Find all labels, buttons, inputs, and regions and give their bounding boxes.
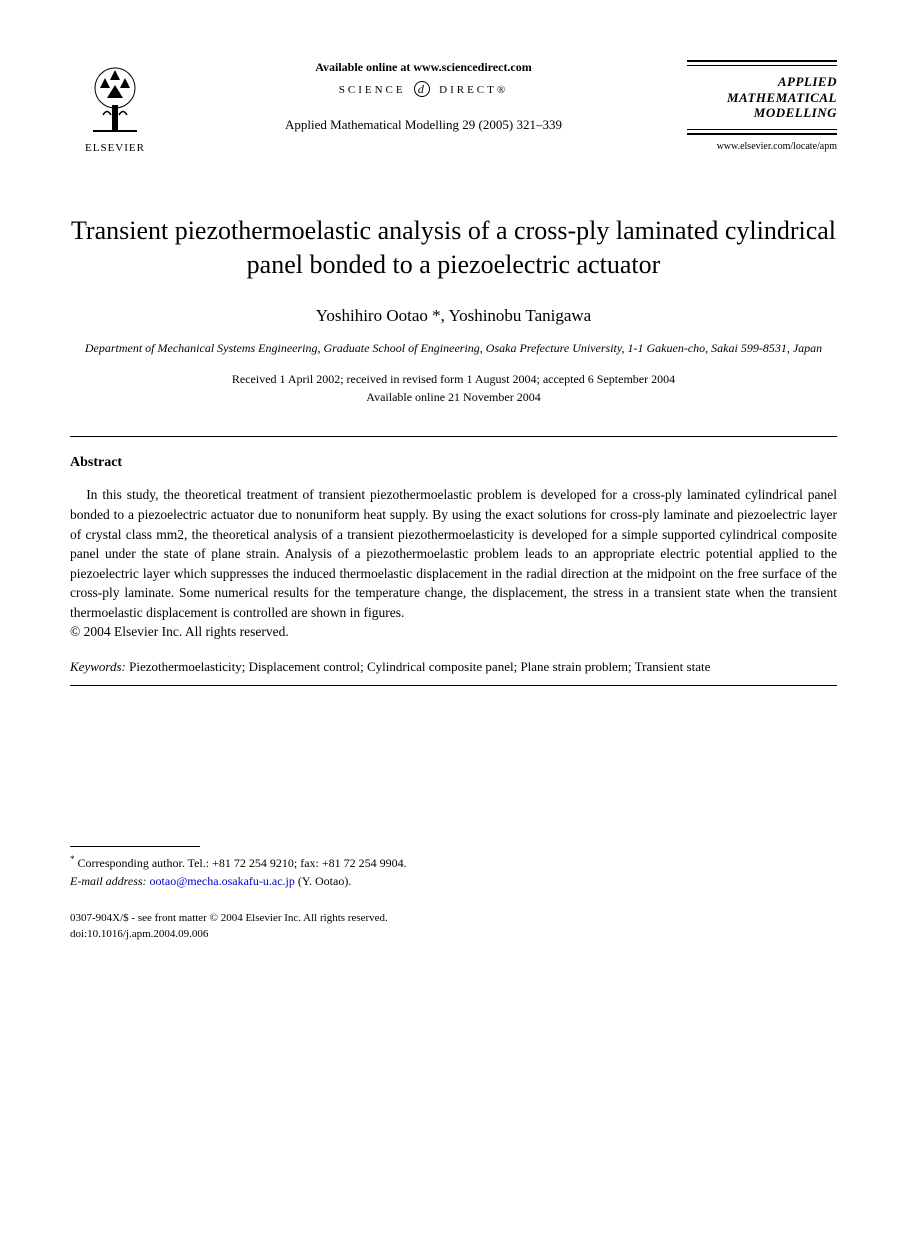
journal-reference: Applied Mathematical Modelling 29 (2005)…: [180, 117, 667, 133]
bottom-info: 0307-904X/$ - see front matter © 2004 El…: [70, 910, 837, 943]
sd-d-icon: d: [414, 81, 430, 97]
affiliation: Department of Mechanical Systems Enginee…: [70, 340, 837, 357]
abstract-heading: Abstract: [70, 455, 837, 471]
dates-line2: Available online 21 November 2004: [70, 388, 837, 406]
article-title: Transient piezothermoelastic analysis of…: [70, 214, 837, 282]
corresponding-author-footnote: * Corresponding author. Tel.: +81 72 254…: [70, 853, 837, 890]
available-online-text: Available online at www.sciencedirect.co…: [180, 60, 667, 75]
sd-left: SCIENCE: [339, 84, 406, 96]
journal-brand: APPLIED MATHEMATICAL MODELLING www.elsev…: [687, 60, 837, 152]
front-matter-line: 0307-904X/$ - see front matter © 2004 El…: [70, 910, 837, 927]
center-header: Available online at www.sciencedirect.co…: [160, 60, 687, 133]
sd-right: DIRECT®: [439, 84, 508, 96]
author-email[interactable]: ootao@mecha.osakafu-u.ac.jp: [150, 874, 295, 888]
email-label: E-mail address:: [70, 874, 147, 888]
brand-line1: APPLIED: [687, 74, 837, 90]
abstract-body: In this study, the theoretical treatment…: [70, 485, 837, 622]
keywords: Keywords: Piezothermoelasticity; Displac…: [70, 658, 837, 676]
page-header: ELSEVIER Available online at www.science…: [70, 60, 837, 154]
brand-line2: MATHEMATICAL: [687, 90, 837, 106]
elsevier-text: ELSEVIER: [85, 142, 145, 154]
brand-line3: MODELLING: [687, 105, 837, 121]
footnote-rule: [70, 846, 200, 847]
divider-bottom: [70, 685, 837, 686]
dates-line1: Received 1 April 2002; received in revis…: [70, 370, 837, 388]
abstract-copyright: © 2004 Elsevier Inc. All rights reserved…: [70, 624, 837, 640]
doi-line: doi:10.1016/j.apm.2004.09.006: [70, 926, 837, 943]
keywords-label: Keywords:: [70, 659, 126, 674]
science-direct-logo: SCIENCE d DIRECT®: [180, 81, 667, 97]
keywords-text: Piezothermoelasticity; Displacement cont…: [126, 659, 711, 674]
locate-url: www.elsevier.com/locate/apm: [687, 141, 837, 152]
divider-top: [70, 436, 837, 437]
footnote-corresponding: Corresponding author. Tel.: +81 72 254 9…: [75, 856, 407, 870]
email-suffix: (Y. Ootao).: [295, 874, 351, 888]
authors: Yoshihiro Ootao *, Yoshinobu Tanigawa: [70, 306, 837, 326]
elsevier-logo: ELSEVIER: [70, 60, 160, 154]
elsevier-tree-icon: [75, 60, 155, 140]
article-dates: Received 1 April 2002; received in revis…: [70, 370, 837, 406]
